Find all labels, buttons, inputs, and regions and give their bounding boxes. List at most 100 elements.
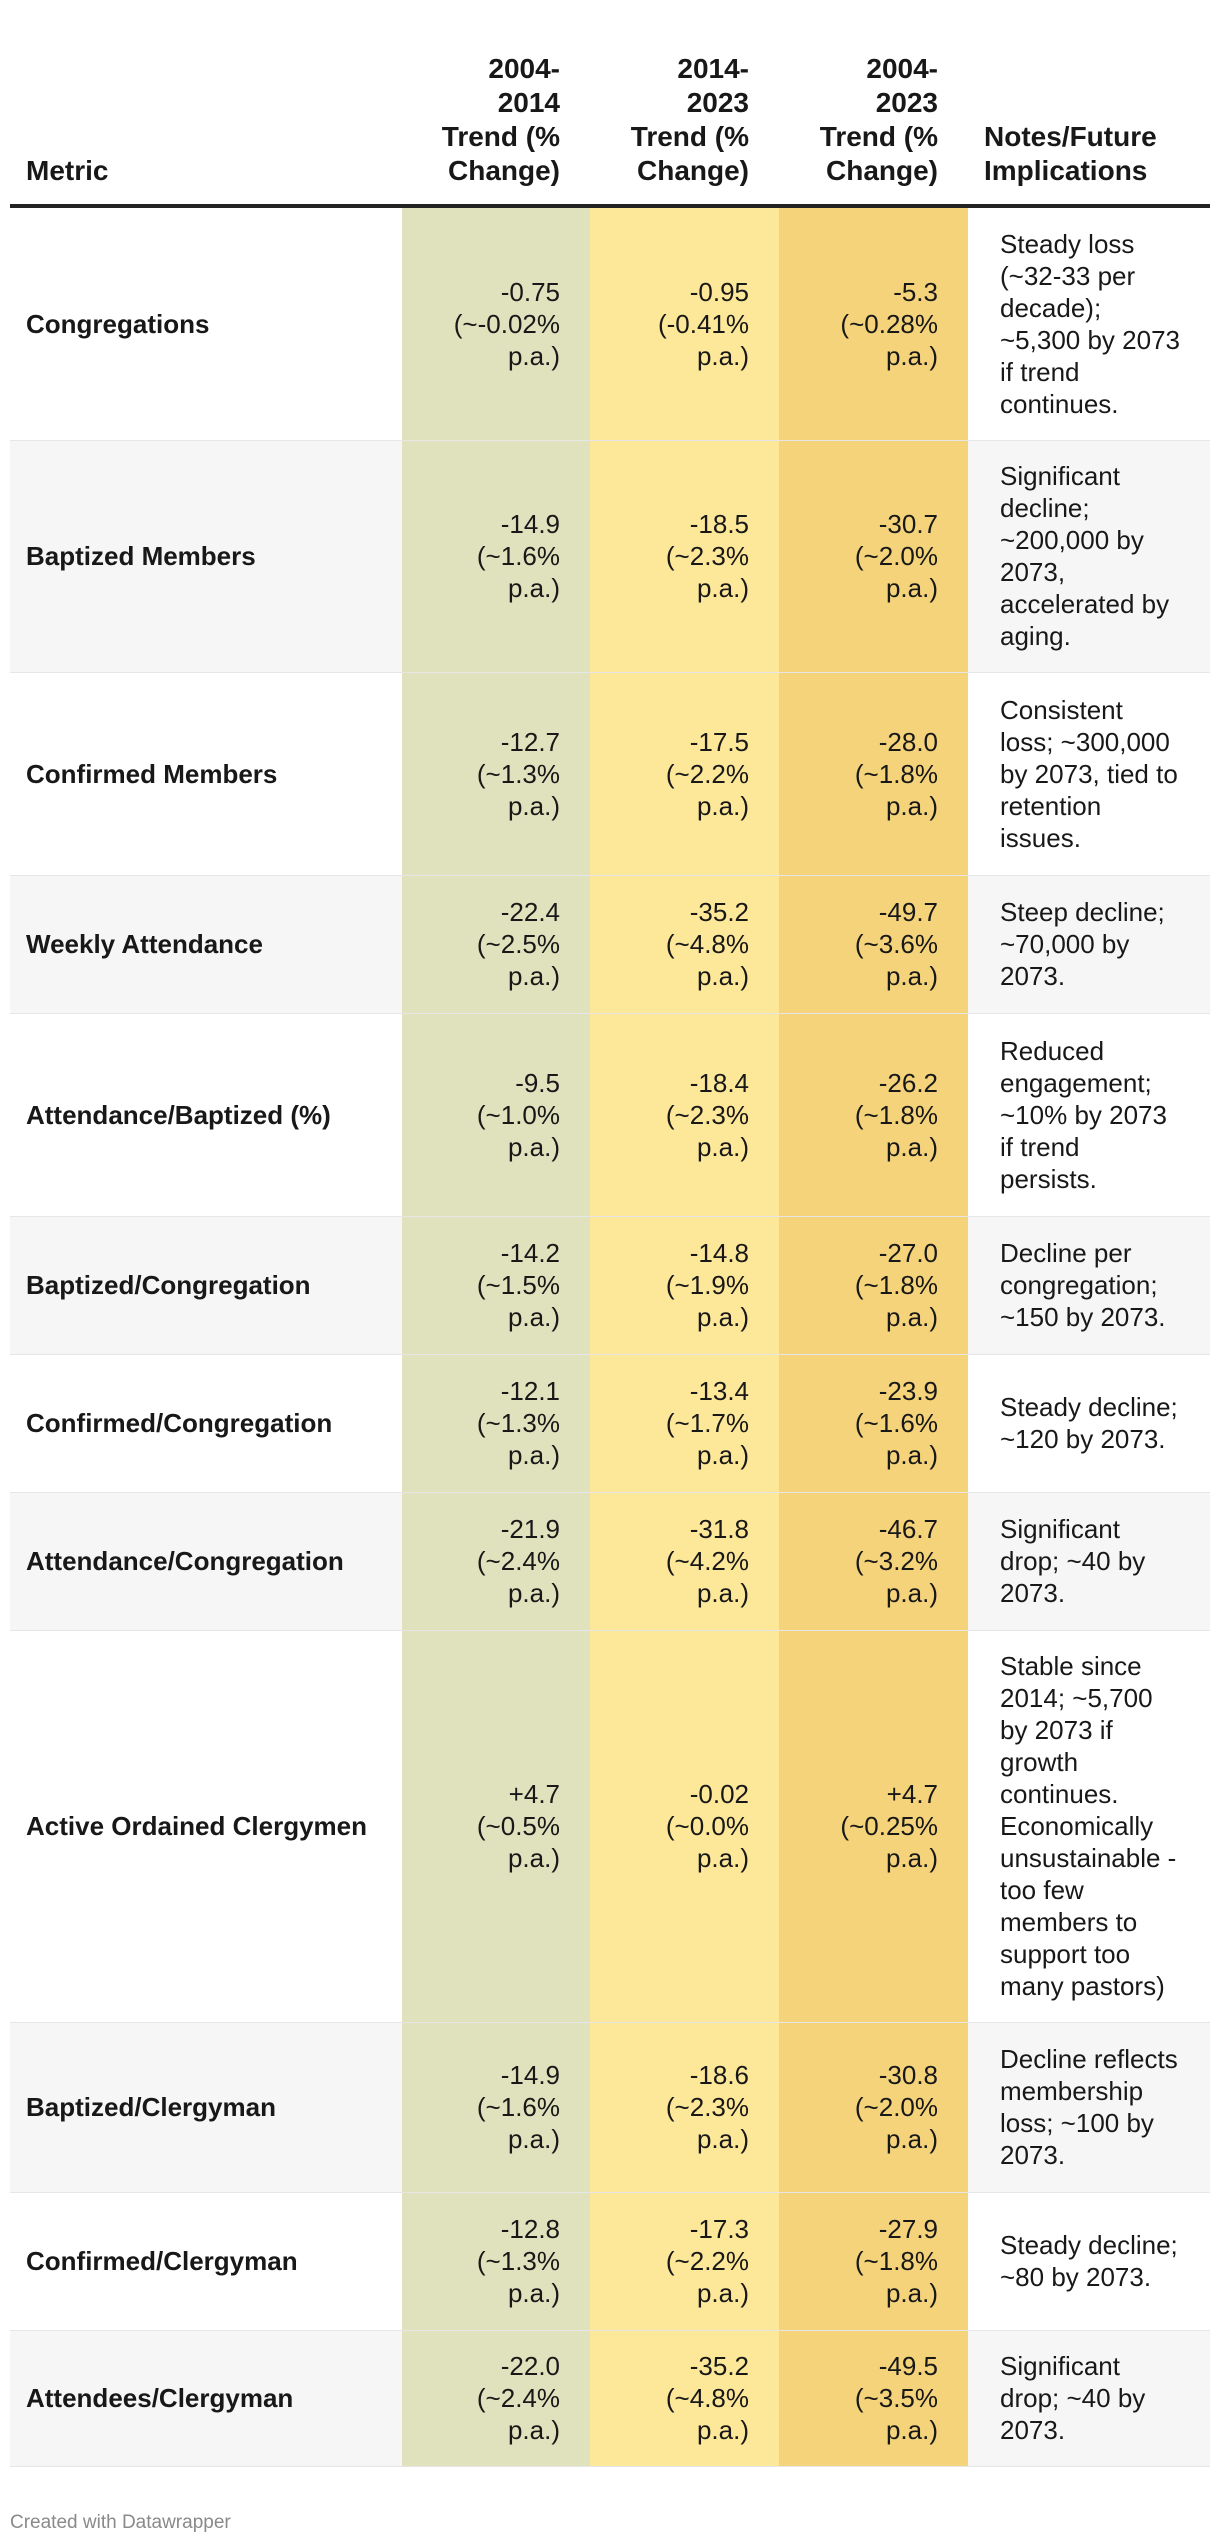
- table-row: Attendees/Clergyman -22.0 (~2.4% p.a.) -35.2…: [10, 2330, 1210, 2467]
- cell-line: -18.4: [689, 1067, 749, 1098]
- cell-line: p.a.): [507, 340, 560, 371]
- notes-line: aging.: [1000, 621, 1071, 651]
- trend-2004-2014-cell: -14.9 (~1.6% p.a.): [402, 2022, 590, 2193]
- cell-line: p.a.): [507, 1440, 560, 1470]
- cell-line: -14.9: [500, 2060, 560, 2090]
- trend-2004-2023-cell: +4.7 (~0.25% p.a.): [779, 1630, 968, 2023]
- cell-line: -12.8: [500, 2214, 560, 2244]
- metric-cell: Baptized Members: [10, 440, 402, 673]
- cell-line: p.a.): [885, 573, 938, 603]
- cell-line: p.a.): [885, 2415, 938, 2445]
- cell-line: (~0.0%: [665, 1811, 749, 1841]
- trend-2004-2023-cell: -27.9 (~1.8% p.a.): [779, 2192, 968, 2331]
- trend-2004-2014-cell: -14.2 (~1.5% p.a.): [402, 1216, 590, 1355]
- cell-line: p.a.): [885, 2278, 938, 2308]
- notes-cell: Significant drop; ~40 by 2073.: [968, 1492, 1210, 1631]
- table-row: Attendance/Baptized (%) -9.5 (~1.0% p.a.) -1…: [10, 1013, 1210, 1217]
- metric-cell: Confirmed/Clergyman: [10, 2192, 402, 2331]
- cell-line: -18.5: [689, 509, 749, 539]
- notes-line: decade);: [1000, 292, 1102, 323]
- trend-2004-2014-cell: -0.75 (~-0.02% p.a.): [402, 206, 590, 441]
- notes-line: Decline reflects: [1000, 2044, 1178, 2074]
- notes-line: Reduced: [1000, 1035, 1105, 1066]
- notes-line: loss; ~300,000: [1000, 726, 1170, 757]
- notes-line: if trend: [1000, 356, 1080, 387]
- trend-2004-2023-cell: -27.0 (~1.8% p.a.): [779, 1216, 968, 1355]
- notes-line: 2073,: [1000, 557, 1066, 587]
- notes-line: unsustainable -: [1000, 1843, 1177, 1873]
- metric-cell: Active Ordained Clergymen: [10, 1630, 402, 2023]
- notes-line: continues.: [1000, 1779, 1119, 1809]
- header-metric[interactable]: Metric: [10, 0, 402, 208]
- notes-cell: Steady decline; ~80 by 2073.: [968, 2192, 1210, 2331]
- cell-line: -28.0: [878, 726, 938, 757]
- cell-line: (~1.8%: [854, 2246, 938, 2276]
- cell-line: (~2.3%: [665, 541, 749, 571]
- trend-2004-2014-cell: +4.7 (~0.5% p.a.): [402, 1630, 590, 2023]
- data-table: Metric 2004- 2014 Trend (% Change) 2014-…: [10, 0, 1210, 2467]
- cell-line: p.a.): [507, 961, 560, 991]
- notes-line: growth: [1000, 1747, 1079, 1777]
- notes-line: Stable since: [1000, 1651, 1142, 1681]
- cell-line: p.a.): [507, 790, 560, 821]
- notes-line: decline;: [1000, 493, 1090, 523]
- trend-2004-2023-cell: -49.7 (~3.6% p.a.): [779, 875, 968, 1014]
- notes-cell: Decline per congregation; ~150 by 2073.: [968, 1216, 1210, 1355]
- table-header-row: Metric 2004- 2014 Trend (% Change) 2014-…: [10, 0, 1210, 208]
- table-row: Baptized/Congregation -14.2 (~1.5% p.a.) -14…: [10, 1216, 1210, 1355]
- cell-line: p.a.): [885, 1302, 938, 1332]
- cell-line: p.a.): [507, 2415, 560, 2445]
- cell-line: p.a.): [696, 1440, 749, 1470]
- metric-cell: Weekly Attendance: [10, 875, 402, 1014]
- cell-line: (~1.6%: [854, 1408, 938, 1438]
- cell-line: p.a.): [885, 1131, 938, 1162]
- trend-2014-2023-cell: -13.4 (~1.7% p.a.): [590, 1354, 779, 1493]
- cell-line: -46.7: [878, 1514, 938, 1544]
- cell-line: -12.7: [500, 726, 560, 757]
- header-notes[interactable]: Notes/Future Implications: [968, 0, 1210, 208]
- cell-line: p.a.): [507, 1302, 560, 1332]
- cell-line: p.a.): [507, 2278, 560, 2308]
- table-row: Baptized/Clergyman -14.9 (~1.6% p.a.) -18.6(…: [10, 2022, 1210, 2193]
- cell-line: (~2.3%: [665, 1099, 749, 1130]
- cell-line: p.a.): [696, 790, 749, 821]
- header-trend-2004-2014[interactable]: 2004- 2014 Trend (% Change): [402, 0, 590, 208]
- trend-2014-2023-cell: -18.4 (~2.3% p.a.): [590, 1013, 779, 1217]
- notes-line: Consistent: [1000, 694, 1123, 725]
- metric-cell: Confirmed/Congregation: [10, 1354, 402, 1493]
- trend-2004-2014-cell: -12.8 (~1.3% p.a.): [402, 2192, 590, 2331]
- table-row: Active Ordained Clergymen +4.7 (~0.5% p.a.)…: [10, 1630, 1210, 2023]
- cell-line: p.a.): [507, 1131, 560, 1162]
- notes-line: membership: [1000, 2076, 1144, 2106]
- cell-line: -21.9: [500, 1514, 560, 1544]
- table-row: Confirmed/Clergyman -12.8 (~1.3% p.a.) -17.3…: [10, 2192, 1210, 2331]
- trend-2004-2023-cell: -23.9 (~1.6% p.a.): [779, 1354, 968, 1493]
- cell-line: (~1.3%: [476, 1408, 560, 1438]
- header-trend-2014-2023[interactable]: 2014- 2023 Trend (% Change): [590, 0, 779, 208]
- cell-line: (-0.41%: [657, 308, 749, 339]
- cell-line: -26.2: [878, 1067, 938, 1098]
- cell-line: +4.7: [508, 1779, 560, 1809]
- header-trend-2004-2023[interactable]: 2004- 2023 Trend (% Change): [779, 0, 968, 208]
- trend-2014-2023-cell: -35.2 (~4.8% p.a.): [590, 875, 779, 1014]
- trend-2014-2023-cell: -14.8 (~1.9% p.a.): [590, 1216, 779, 1355]
- cell-line: -30.7: [878, 509, 938, 539]
- cell-line: p.a.): [696, 2415, 749, 2445]
- notes-line: too few: [1000, 1875, 1084, 1905]
- cell-line: (~2.2%: [665, 758, 749, 789]
- cell-line: p.a.): [507, 1843, 560, 1873]
- metric-cell: Baptized/Congregation: [10, 1216, 402, 1355]
- cell-line: (~4.8%: [665, 929, 749, 959]
- notes-line: congregation;: [1000, 1270, 1158, 1300]
- cell-line: (~1.6%: [476, 541, 560, 571]
- notes-line: support too: [1000, 1939, 1131, 1969]
- table-row: Confirmed Members -12.7 (~1.3% p.a.) -17.5 (~…: [10, 672, 1210, 876]
- trend-2004-2014-cell: -9.5 (~1.0% p.a.): [402, 1013, 590, 1217]
- cell-line: -27.9: [878, 2214, 938, 2244]
- datawrapper-credit[interactable]: Created with Datawrapper: [10, 2512, 231, 2533]
- cell-line: p.a.): [507, 573, 560, 603]
- cell-line: (~3.5%: [854, 2383, 938, 2413]
- cell-line: -23.9: [878, 1376, 938, 1406]
- table-row: Confirmed/Congregation -12.1 (~1.3% p.a.) -1…: [10, 1354, 1210, 1493]
- notes-line: drop; ~40 by: [1000, 2383, 1146, 2413]
